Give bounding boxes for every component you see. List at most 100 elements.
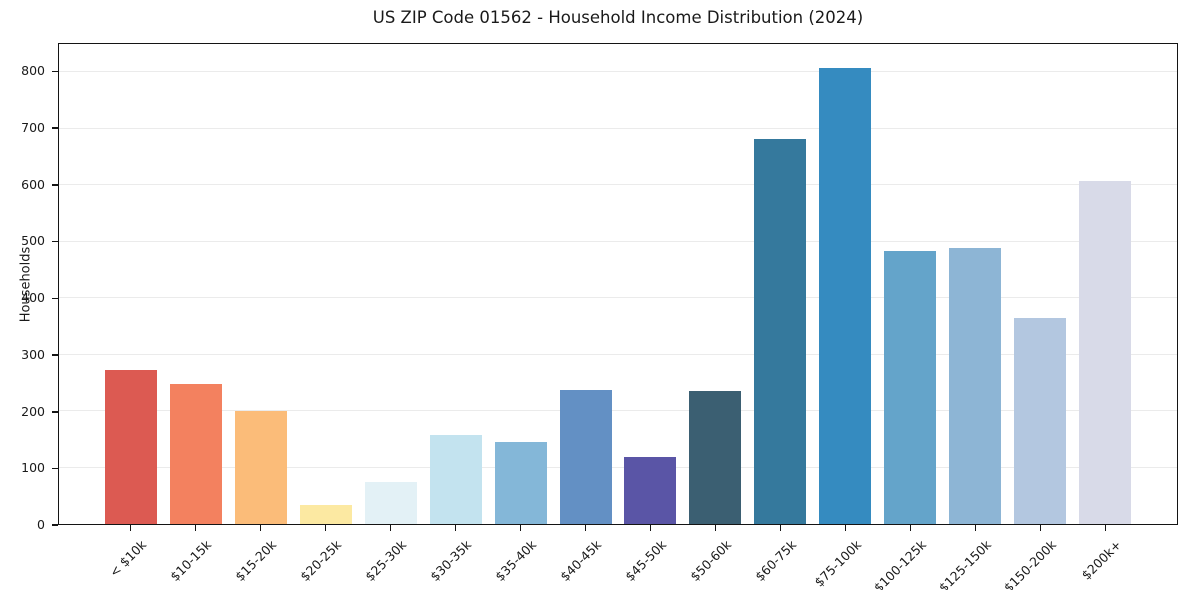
x-tick-mark: [519, 525, 522, 531]
bar-slot: [423, 44, 488, 524]
y-tick-mark: [52, 127, 58, 130]
x-tick-mark: [389, 525, 392, 531]
x-tick-mark: [259, 525, 262, 531]
x-tick-label: $10-15k: [167, 537, 215, 585]
gridline: [59, 71, 1177, 73]
y-tick-mark: [52, 70, 58, 73]
x-tick-mark: [974, 525, 977, 531]
x-tick-mark: [324, 525, 327, 531]
bar: [754, 138, 807, 524]
bar: [689, 391, 742, 524]
bar-slot: [164, 44, 229, 524]
bar: [1078, 180, 1131, 524]
x-axis: < $10k $10-15k $15-20k $20-25k $25-30k $30-35…: [58, 525, 1178, 590]
y-tick-mark: [52, 184, 58, 186]
bar: [1013, 318, 1066, 524]
plot-area: [58, 43, 1178, 525]
bar-slot: [942, 44, 1007, 524]
x-tick: $50-60k: [683, 525, 748, 589]
bar: [559, 389, 612, 524]
x-tick: $10-15k: [163, 525, 228, 589]
x-tick-mark: [844, 525, 847, 531]
bar: [170, 383, 223, 524]
x-tick-label: $35-40k: [492, 537, 540, 585]
bar-slot: [294, 44, 359, 524]
gridline: [59, 353, 1177, 355]
x-tick-mark: [1104, 525, 1107, 531]
x-tick-label: $75-100k: [811, 537, 865, 590]
x-tick-label: $25-30k: [362, 537, 410, 585]
bar-slot: [359, 44, 424, 524]
bar: [624, 456, 677, 524]
y-tick-label: 300: [21, 346, 45, 362]
x-tick-mark: [129, 525, 132, 531]
x-tick: $125-150k: [936, 525, 1008, 590]
x-tick: $25-30k: [358, 525, 423, 589]
gridline: [59, 127, 1177, 129]
bar-slot: [618, 44, 683, 524]
x-tick-mark: [649, 525, 652, 531]
bar: [494, 442, 547, 524]
x-tick: $75-100k: [811, 525, 878, 590]
y-tick-label: 700: [21, 120, 45, 136]
y-tick-mark: [52, 524, 58, 526]
x-tick-label: $60-75k: [752, 537, 800, 585]
gridline: [59, 297, 1177, 299]
x-tick-label: $45-50k: [622, 537, 670, 585]
bar: [819, 67, 871, 524]
bar-slot: [1007, 44, 1072, 524]
x-tick-mark: [714, 525, 717, 531]
bar-slot: [878, 44, 943, 524]
x-tick: < $10k: [98, 525, 163, 589]
x-tick-label: $40-45k: [557, 537, 605, 585]
bar-slot: [488, 44, 553, 524]
y-tick-label: 400: [21, 290, 45, 306]
bar-slot: [748, 44, 813, 524]
x-tick: $150-200k: [1001, 525, 1073, 590]
x-tick-mark: [779, 525, 782, 531]
x-tick-label: $15-20k: [232, 537, 280, 585]
x-tick: $30-35k: [423, 525, 488, 589]
gridline: [59, 240, 1177, 242]
y-tick-label: 600: [21, 176, 45, 192]
gridline: [59, 184, 1177, 186]
y-tick-mark: [52, 354, 58, 356]
gridlines: [59, 44, 1177, 524]
x-tick: $200k+: [1073, 525, 1138, 589]
bar: [300, 505, 352, 524]
bar: [429, 434, 482, 524]
y-tick-label: 0: [37, 517, 45, 532]
x-tick: $15-20k: [228, 525, 293, 589]
x-tick-label: $50-60k: [687, 537, 735, 585]
y-tick-label: 500: [21, 233, 45, 249]
x-tick-label: $30-35k: [427, 537, 475, 585]
x-tick: $45-50k: [618, 525, 683, 589]
gridline: [59, 466, 1177, 468]
x-tick-label: $125-150k: [935, 537, 995, 590]
bar-slot: [813, 44, 878, 524]
x-tick: $100-125k: [871, 525, 943, 590]
y-tick-label: 100: [21, 460, 45, 476]
x-tick-mark: [584, 525, 587, 531]
x-tick-label: $150-200k: [1000, 537, 1060, 590]
x-tick-mark: [194, 525, 197, 531]
bar: [948, 247, 1001, 524]
x-tick-label: $200k+: [1078, 537, 1125, 583]
bar-slot: [229, 44, 294, 524]
y-tick-mark: [52, 297, 58, 300]
x-tick-label: < $10k: [106, 537, 150, 580]
bar: [235, 410, 288, 524]
x-tick: $60-75k: [748, 525, 813, 589]
bar-slot: [99, 44, 164, 524]
x-tick-mark: [454, 525, 457, 531]
bar-slot: [683, 44, 748, 524]
x-tick: $35-40k: [488, 525, 553, 589]
y-tick-mark: [52, 467, 58, 470]
bar: [883, 250, 936, 524]
x-tick-mark: [1039, 525, 1042, 531]
x-tick: $20-25k: [293, 525, 358, 589]
y-axis: 0 100 200 300 400 500 600 700 800: [0, 43, 58, 532]
y-tick-mark: [52, 411, 58, 413]
x-tick-label: $20-25k: [297, 537, 345, 585]
